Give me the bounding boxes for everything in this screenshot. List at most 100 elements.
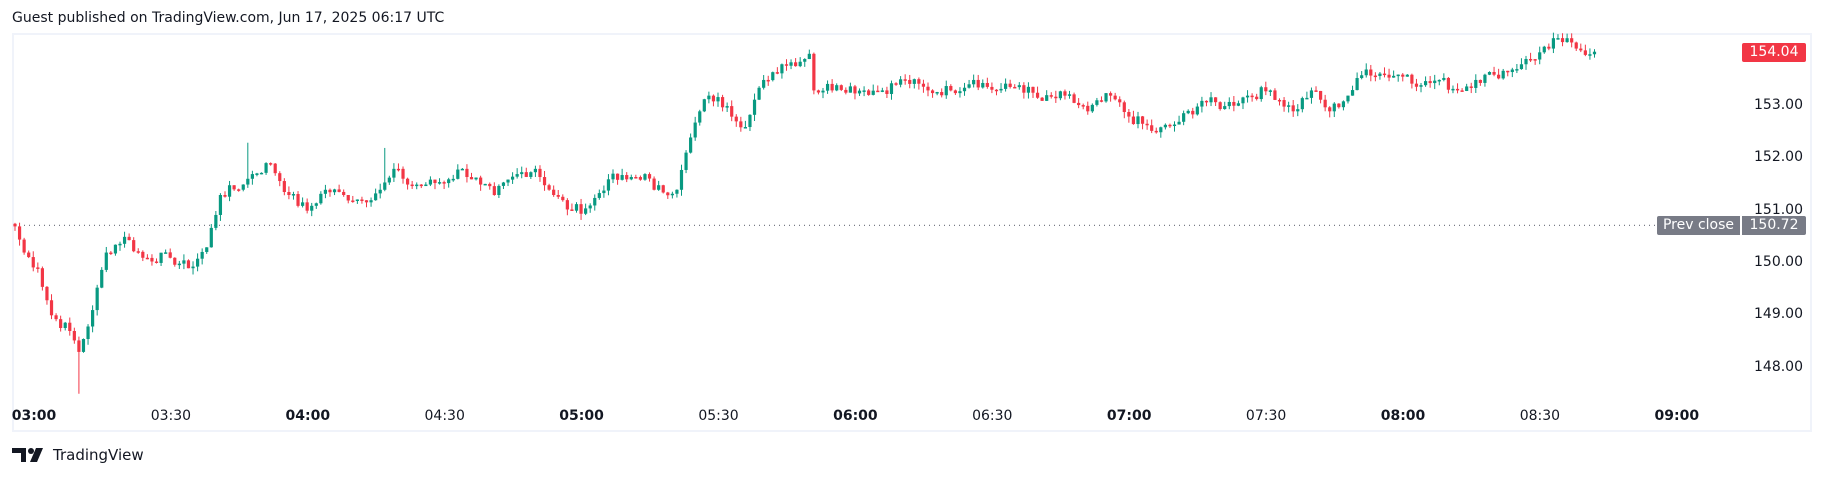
candle <box>574 202 579 213</box>
candle <box>1510 67 1514 78</box>
candle <box>1442 73 1446 82</box>
candle <box>615 173 620 185</box>
candle <box>1323 94 1327 112</box>
candle <box>1355 72 1359 91</box>
time-axis-label: 04:00 <box>285 408 331 424</box>
candle <box>442 180 446 190</box>
candle <box>1401 73 1405 82</box>
candle <box>1419 82 1423 93</box>
candle <box>784 59 789 71</box>
candle <box>1086 101 1090 115</box>
candle <box>565 198 569 216</box>
candle <box>81 338 86 353</box>
candle <box>547 183 551 191</box>
candle <box>935 91 939 96</box>
candle <box>164 249 168 254</box>
candle <box>205 247 209 254</box>
time-axis-label: 03:30 <box>150 408 192 424</box>
candle <box>839 84 843 92</box>
candle <box>319 191 323 205</box>
candle <box>967 79 971 89</box>
chart-pane[interactable] <box>12 33 1812 432</box>
candle <box>1378 72 1382 80</box>
candle <box>533 165 538 177</box>
candle <box>647 172 652 182</box>
candle <box>944 80 948 99</box>
candle <box>287 186 291 200</box>
price-axis-label: 151.00 <box>1754 201 1803 218</box>
candle <box>191 261 195 275</box>
candle <box>1533 58 1537 65</box>
candle <box>1478 79 1482 86</box>
candle <box>250 170 254 185</box>
candle <box>342 189 346 197</box>
candle <box>113 244 118 256</box>
candle <box>794 58 798 67</box>
candle <box>264 162 268 175</box>
candle <box>593 194 597 211</box>
candle <box>492 182 496 196</box>
candle <box>561 194 565 202</box>
candle <box>880 87 884 93</box>
candle <box>1387 68 1391 82</box>
candle <box>456 164 460 180</box>
candle <box>1063 89 1067 100</box>
price-axis-label: 150.00 <box>1754 254 1803 270</box>
candle <box>1570 33 1574 48</box>
candle <box>657 180 661 191</box>
candle <box>524 167 528 178</box>
candle <box>337 184 341 193</box>
candle <box>1204 100 1209 107</box>
candle <box>734 114 738 127</box>
candle <box>807 49 811 60</box>
candle <box>1337 103 1341 109</box>
candle <box>844 87 848 95</box>
candle <box>460 168 464 171</box>
candle <box>1519 58 1524 70</box>
candle <box>1469 82 1473 94</box>
candle <box>1273 88 1277 101</box>
candle <box>611 169 615 184</box>
time-axis-label: 03:00 <box>11 408 57 424</box>
candle <box>716 92 720 107</box>
candle <box>1081 103 1085 110</box>
candle <box>520 166 524 179</box>
candle <box>529 171 533 179</box>
candle <box>314 202 318 209</box>
candle <box>214 211 218 231</box>
candle <box>273 162 277 176</box>
candle <box>31 251 35 272</box>
candle <box>387 175 391 185</box>
candle <box>1346 95 1350 104</box>
candle <box>679 164 684 196</box>
candle <box>1405 74 1409 77</box>
candle <box>652 176 656 191</box>
candle <box>355 199 359 204</box>
candle <box>469 172 474 180</box>
candle <box>346 195 350 204</box>
candle <box>1332 102 1336 118</box>
candle <box>1255 93 1259 101</box>
candle <box>13 222 17 231</box>
candle <box>1287 101 1291 113</box>
candle <box>296 191 300 208</box>
candle <box>241 184 245 192</box>
candle <box>1501 68 1505 80</box>
candle <box>200 248 204 265</box>
candle <box>232 185 236 191</box>
candle <box>1515 64 1519 74</box>
tradingview-logo[interactable]: TradingView <box>12 446 144 464</box>
time-axis-label: 08:30 <box>1519 408 1561 424</box>
candle <box>1159 126 1163 138</box>
candle <box>1492 66 1496 77</box>
candle <box>730 100 734 122</box>
candle <box>405 177 410 190</box>
candle <box>22 237 26 255</box>
candle <box>748 114 752 132</box>
candle <box>246 142 250 188</box>
candle <box>1236 100 1241 107</box>
candle <box>894 82 898 86</box>
candle <box>1528 52 1533 63</box>
candle <box>899 76 903 88</box>
